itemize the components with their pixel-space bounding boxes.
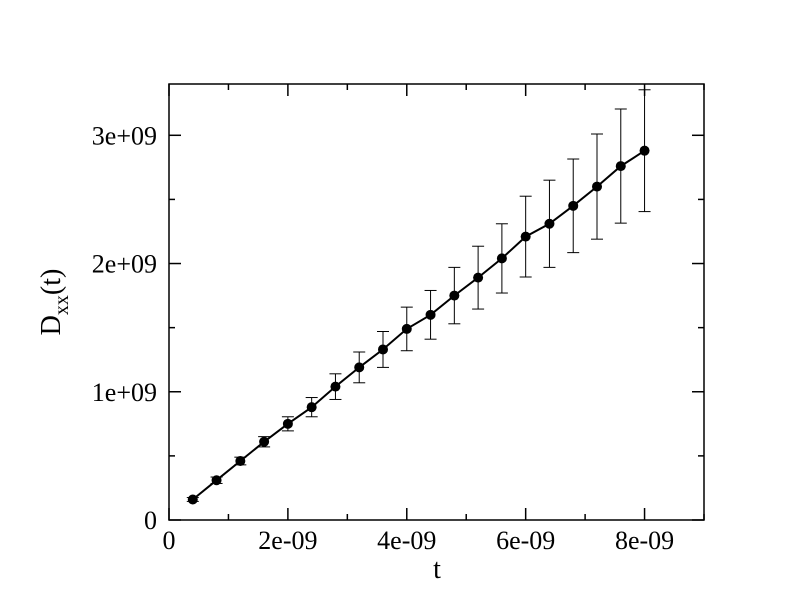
y-axis-label-subscript: xx [51,295,73,315]
data-point [592,181,602,192]
data-point [425,309,436,320]
plot-marks [186,89,651,505]
y-tick-label: 0 [144,506,157,535]
data-point [259,436,270,447]
x-tick-label: 0 [163,526,176,555]
data-point [544,218,555,229]
data-point [401,323,412,334]
data-point [615,161,626,172]
axis-ticks [168,84,705,521]
y-axis-label: Dxx(t) [36,269,73,336]
y-tick-label: 1e+09 [92,378,157,407]
x-axis-label: t [433,554,441,585]
x-tick-label: 6e-09 [496,526,555,555]
data-point [639,145,650,156]
data-point [473,272,484,283]
data-point [306,402,317,413]
y-tick-label: 3e+09 [92,121,157,150]
data-point [211,475,222,486]
data-point [354,362,365,373]
y-tick-label: 2e+09 [92,250,157,279]
data-point [568,200,579,211]
data-point [282,418,293,429]
tick-labels: 0 2e-09 4e-09 6e-09 8e-09 0 1e+09 2e+09 3e+09 [92,121,674,555]
data-point [496,253,507,264]
y-axis-label-suffix: (t) [36,269,67,295]
x-tick-label: 2e-09 [258,526,317,555]
data-point [235,456,246,467]
data-point [520,231,531,242]
data-point [449,290,460,301]
y-axis-label-main: D [36,315,67,335]
x-tick-label: 4e-09 [377,526,436,555]
plot-frame [168,83,705,521]
data-point [378,344,388,355]
data-point [330,381,341,392]
x-tick-label: 8e-09 [615,526,674,555]
data-point [187,494,198,505]
